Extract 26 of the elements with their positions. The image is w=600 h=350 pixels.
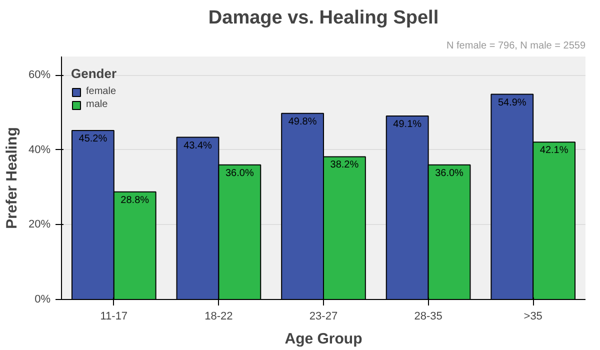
data-label: 38.2% — [330, 160, 359, 171]
data-label: 49.1% — [393, 118, 422, 130]
y-axis-title: Prefer Healing — [3, 127, 20, 229]
y-tick-label: 40% — [28, 144, 51, 156]
y-tick-label: 20% — [28, 218, 51, 231]
chart-title: Damage vs. Healing Spell — [208, 8, 439, 28]
legend-label: male — [86, 99, 108, 110]
data-label: 54.9% — [498, 97, 526, 108]
legend-label: female — [86, 86, 116, 97]
x-tick-label: >35 — [524, 310, 542, 322]
data-label: 45.2% — [78, 134, 108, 145]
data-label: 36.0% — [435, 168, 464, 179]
x-tick-label: 18-22 — [204, 310, 233, 322]
data-label: 28.8% — [120, 194, 150, 206]
data-label: 36.0% — [225, 168, 254, 179]
text: N female = 796, N male = 2559 — [446, 40, 586, 52]
data-label: 42.1% — [540, 145, 568, 156]
x-tick-label: 11-17 — [100, 310, 128, 322]
x-tick-label: 23-27 — [309, 310, 338, 322]
data-label: 43.4% — [184, 140, 212, 152]
y-tick-label: 0% — [34, 294, 51, 306]
x-tick-label: 28-35 — [414, 310, 442, 322]
data-label: 49.8% — [288, 116, 317, 128]
x-axis-title: Age Group — [284, 330, 362, 348]
y-tick-label: 60% — [28, 69, 51, 82]
legend-title: Gender — [71, 66, 117, 81]
